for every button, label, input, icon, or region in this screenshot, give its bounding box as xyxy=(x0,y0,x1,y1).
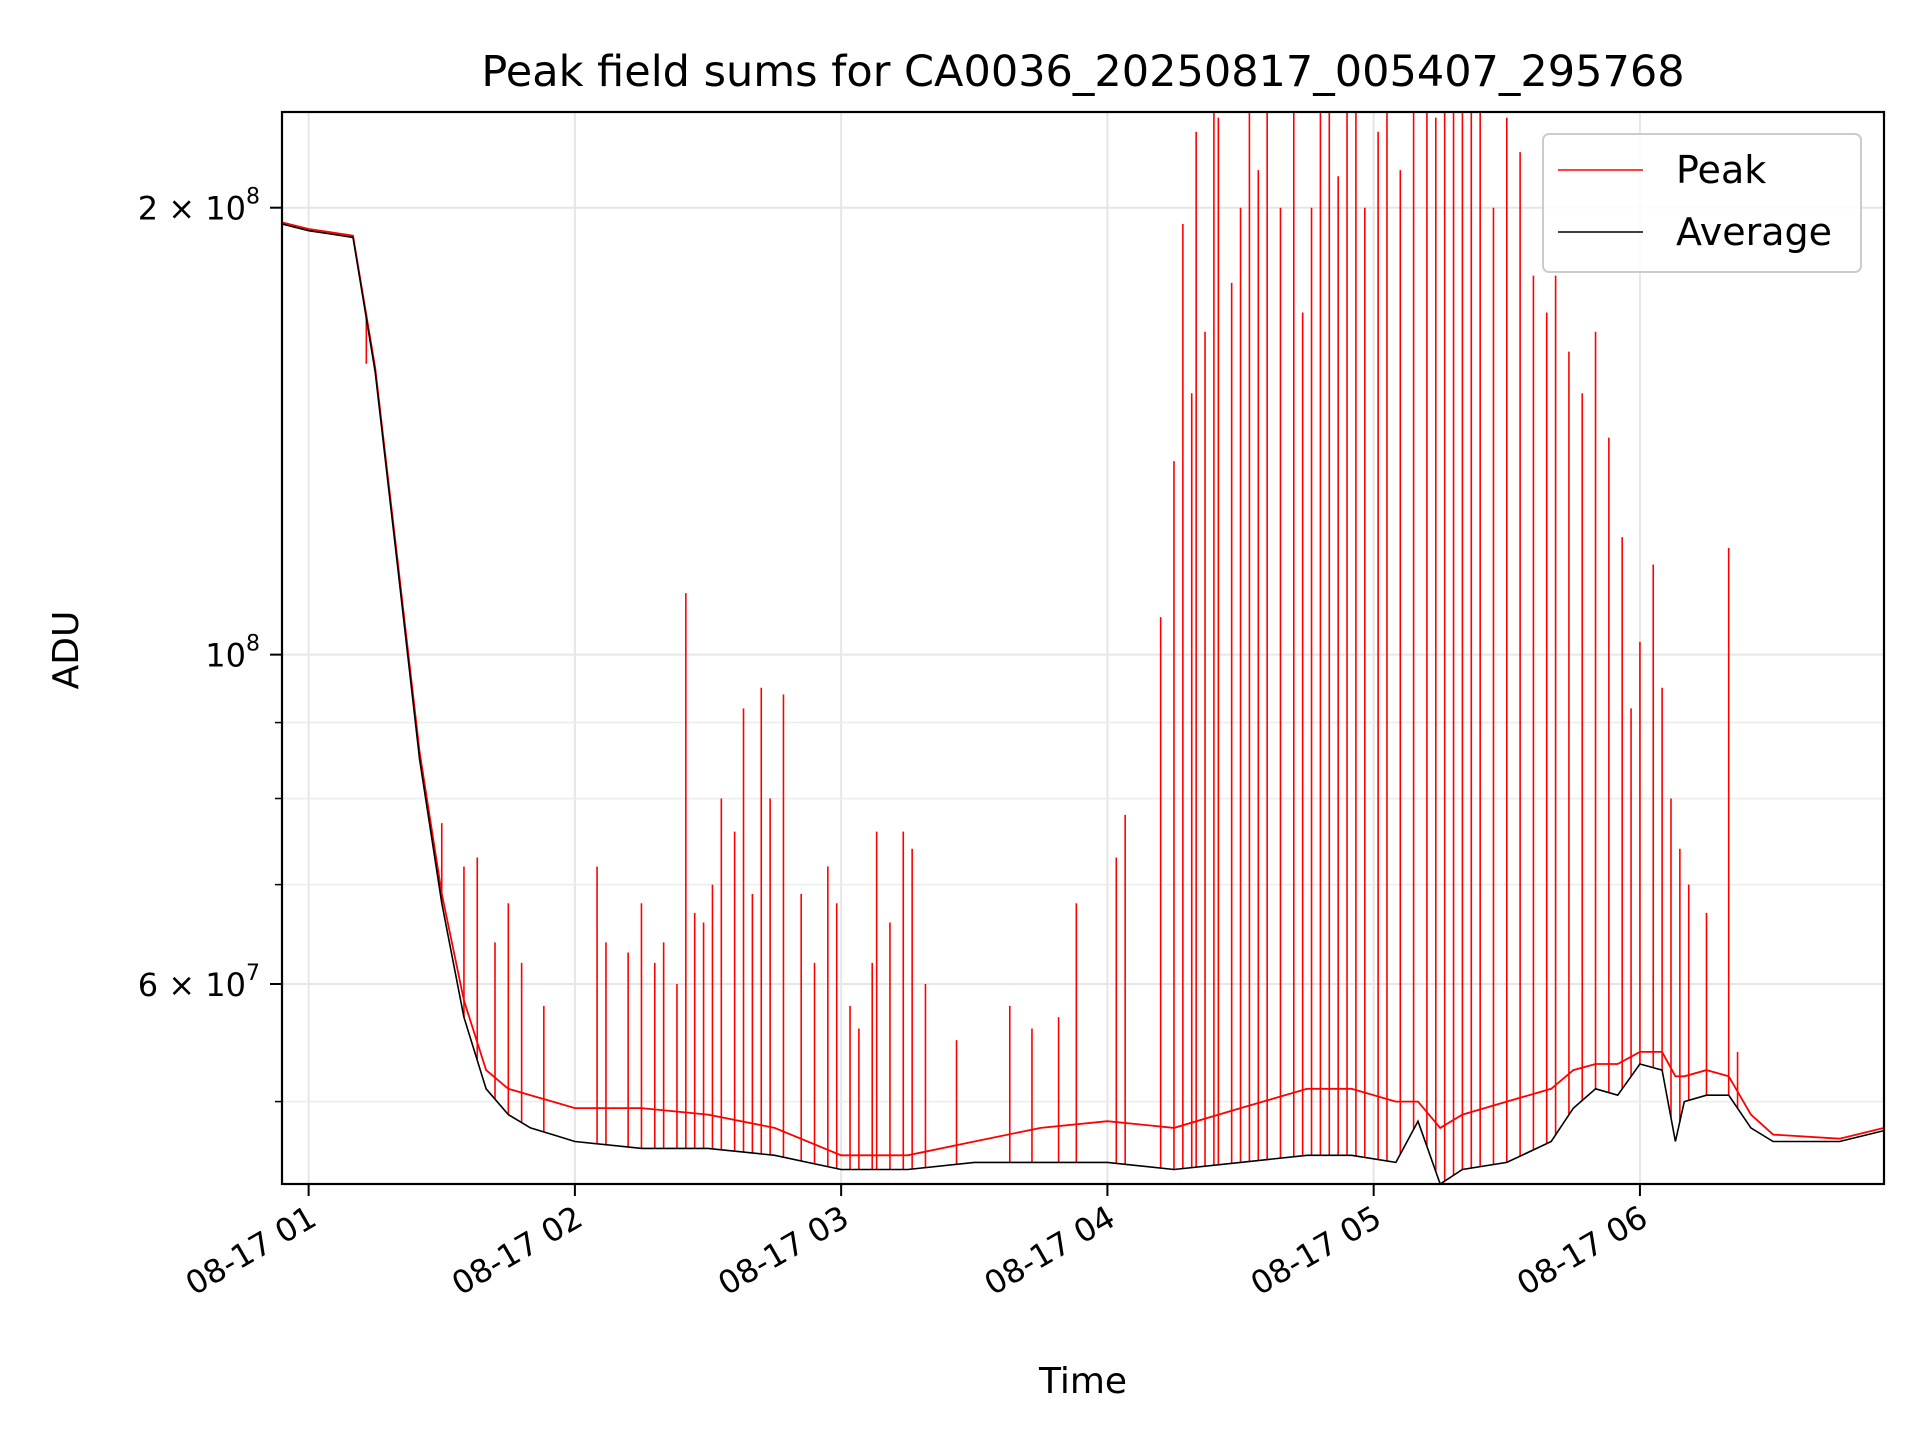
grid-lines xyxy=(282,112,1884,1184)
plot-area xyxy=(281,112,1885,1186)
legend-average-label: Average xyxy=(1676,210,1832,254)
y-tick-label: 6 × 107 xyxy=(138,961,260,1004)
legend-peak-label: Peak xyxy=(1676,148,1766,192)
y-axis-label: ADU xyxy=(46,611,87,690)
y-tick-label: 2 × 108 xyxy=(138,185,260,228)
average-series-line xyxy=(281,223,1885,1186)
legend-box xyxy=(1542,133,1862,273)
chart-title: Peak field sums for CA0036_20250817_0054… xyxy=(481,47,1684,97)
plot-frame xyxy=(280,110,1886,1186)
y-tick-label: 108 xyxy=(205,632,260,675)
legend: Peak Average xyxy=(1542,133,1862,273)
x-axis-label: Time xyxy=(1038,1361,1127,1402)
